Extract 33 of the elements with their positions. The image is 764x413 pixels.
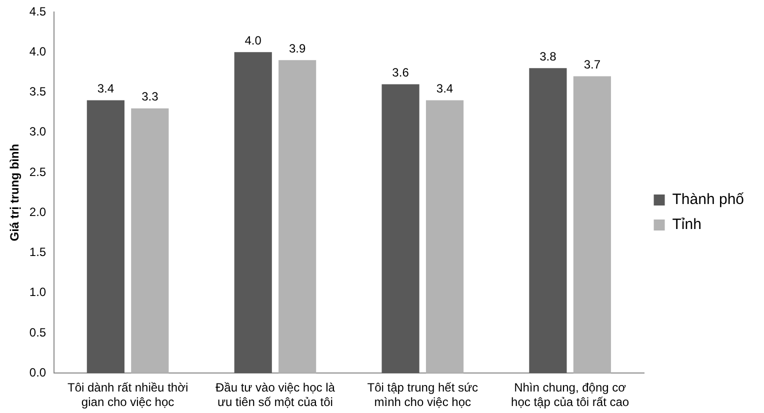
data-label: 3.6 — [392, 66, 410, 80]
y-tick-label: 3.5 — [29, 84, 46, 99]
x-tick-label: Nhìn chung, động cơ học tập của tôi rất cao — [511, 380, 630, 410]
legend-label: Tỉnh — [672, 216, 702, 234]
bar — [573, 76, 611, 374]
y-tick-label: 2.0 — [29, 204, 46, 219]
data-label: 3.7 — [584, 58, 601, 72]
y-tick-label: 2.5 — [29, 164, 46, 179]
y-tick-label: 0.0 — [29, 366, 46, 380]
bar — [86, 100, 124, 374]
legend-label: Thành phố — [672, 191, 745, 208]
bar — [131, 108, 169, 374]
bar — [382, 84, 420, 374]
y-axis-title: Giá trị trung bình — [8, 144, 22, 242]
data-label: 3.9 — [288, 41, 306, 56]
data-label: 3.8 — [540, 50, 557, 64]
data-label: 3.4 — [97, 82, 114, 96]
data-label: 3.3 — [142, 90, 159, 104]
data-label: 3.4 — [436, 82, 454, 96]
y-tick-label: 0.5 — [29, 325, 46, 340]
bar — [234, 52, 272, 374]
bar — [529, 68, 567, 374]
bar — [426, 100, 464, 374]
y-tick-label: 1.0 — [29, 285, 46, 300]
y-tick-label: 1.5 — [29, 245, 46, 260]
x-tick-label: Tôi dành rất nhiều thời gian cho việc học — [67, 380, 188, 410]
bar — [278, 60, 316, 374]
data-label: 4.0 — [244, 33, 262, 48]
y-tick-label: 3.0 — [29, 124, 46, 139]
x-tick-label: Đầu tư vào việc học là ưu tiên số một của tôi — [215, 380, 336, 410]
x-tick-label: Tôi tập trung hết sức mình cho việc học — [367, 380, 478, 410]
y-tick-label: 4.0 — [29, 44, 46, 58]
y-tick-label: 4.5 — [29, 4, 46, 18]
